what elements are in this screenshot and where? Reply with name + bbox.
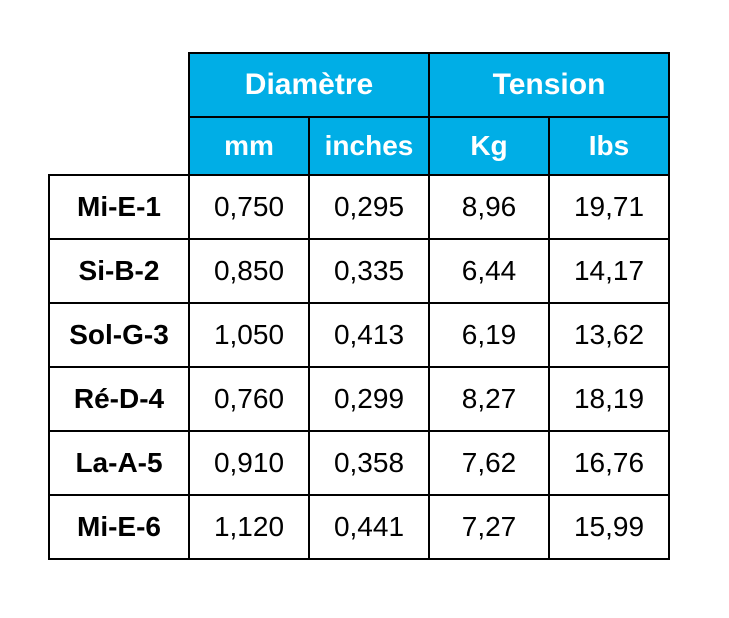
table-row: La-A-5 0,910 0,358 7,62 16,76 xyxy=(49,431,669,495)
cell-kg: 8,27 xyxy=(429,367,549,431)
row-label: Ré-D-4 xyxy=(49,367,189,431)
header-group-diameter: Diamètre xyxy=(189,53,429,117)
cell-kg: 8,96 xyxy=(429,175,549,239)
table-row: Sol-G-3 1,050 0,413 6,19 13,62 xyxy=(49,303,669,367)
subheader-inches: inches xyxy=(309,117,429,175)
table-row: Mi-E-6 1,120 0,441 7,27 15,99 xyxy=(49,495,669,559)
cell-lbs: 15,99 xyxy=(549,495,669,559)
cell-mm: 1,050 xyxy=(189,303,309,367)
row-label: Mi-E-6 xyxy=(49,495,189,559)
cell-mm: 0,850 xyxy=(189,239,309,303)
table-container: Diamètre Tension mm inches Kg Ibs Mi-E-1… xyxy=(48,52,670,560)
cell-lbs: 18,19 xyxy=(549,367,669,431)
cell-kg: 7,27 xyxy=(429,495,549,559)
row-label: Si-B-2 xyxy=(49,239,189,303)
cell-inches: 0,413 xyxy=(309,303,429,367)
subheader-kg: Kg xyxy=(429,117,549,175)
subheader-mm: mm xyxy=(189,117,309,175)
cell-inches: 0,295 xyxy=(309,175,429,239)
cell-lbs: 14,17 xyxy=(549,239,669,303)
cell-mm: 0,760 xyxy=(189,367,309,431)
cell-kg: 7,62 xyxy=(429,431,549,495)
table-row: Mi-E-1 0,750 0,295 8,96 19,71 xyxy=(49,175,669,239)
cell-kg: 6,19 xyxy=(429,303,549,367)
cell-mm: 1,120 xyxy=(189,495,309,559)
cell-mm: 0,750 xyxy=(189,175,309,239)
row-label: La-A-5 xyxy=(49,431,189,495)
cell-inches: 0,441 xyxy=(309,495,429,559)
header-blank xyxy=(49,53,189,175)
cell-lbs: 19,71 xyxy=(549,175,669,239)
spec-table: Diamètre Tension mm inches Kg Ibs Mi-E-1… xyxy=(48,52,670,560)
cell-lbs: 13,62 xyxy=(549,303,669,367)
row-label: Mi-E-1 xyxy=(49,175,189,239)
cell-lbs: 16,76 xyxy=(549,431,669,495)
header-group-tension: Tension xyxy=(429,53,669,117)
table-row: Si-B-2 0,850 0,335 6,44 14,17 xyxy=(49,239,669,303)
table-row: Ré-D-4 0,760 0,299 8,27 18,19 xyxy=(49,367,669,431)
header-row-groups: Diamètre Tension xyxy=(49,53,669,117)
cell-inches: 0,358 xyxy=(309,431,429,495)
cell-inches: 0,299 xyxy=(309,367,429,431)
cell-inches: 0,335 xyxy=(309,239,429,303)
cell-mm: 0,910 xyxy=(189,431,309,495)
subheader-lbs: Ibs xyxy=(549,117,669,175)
row-label: Sol-G-3 xyxy=(49,303,189,367)
cell-kg: 6,44 xyxy=(429,239,549,303)
